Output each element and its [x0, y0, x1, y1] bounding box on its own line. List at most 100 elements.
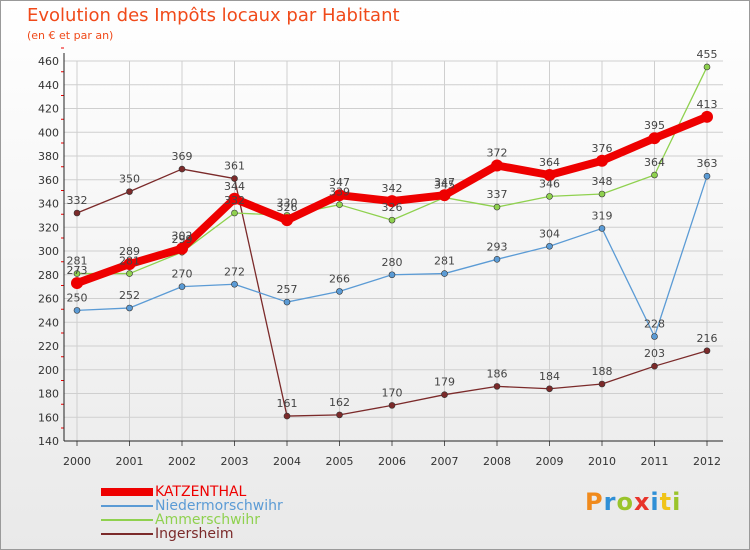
- data-point: [703, 347, 711, 355]
- data-label: 376: [592, 142, 613, 155]
- data-point: [491, 159, 503, 172]
- proxiti-logo: Proxiti: [585, 488, 681, 516]
- data-label: 350: [119, 173, 140, 186]
- data-point: [386, 195, 398, 208]
- data-point: [596, 154, 608, 167]
- data-label: 455: [697, 48, 718, 61]
- y-tick-label: 440: [38, 79, 59, 92]
- data-label: 273: [67, 264, 88, 277]
- y-tick-label: 200: [38, 364, 59, 377]
- data-label: 330: [277, 196, 298, 209]
- data-point: [648, 132, 661, 145]
- legend-swatch: [101, 519, 153, 521]
- data-point: [651, 171, 658, 179]
- data-point: [546, 385, 553, 393]
- data-label: 270: [172, 268, 193, 281]
- legend-label: KATZENTHAL: [155, 484, 247, 500]
- data-point: [546, 242, 553, 250]
- data-point: [598, 380, 606, 388]
- y-tick-label: 180: [38, 388, 59, 401]
- legend-label: Ammerschwihr: [155, 512, 261, 528]
- y-tick-label: 400: [38, 126, 59, 139]
- data-label: 299: [172, 233, 193, 246]
- data-label: 289: [119, 245, 140, 258]
- data-label: 347: [434, 176, 455, 189]
- data-label: 326: [382, 201, 403, 214]
- logo-letter: P: [585, 488, 604, 516]
- y-tick-label: 460: [38, 55, 59, 68]
- y-tick-label: 240: [38, 316, 59, 329]
- data-label: 345: [434, 179, 455, 192]
- y-tick-label: 380: [38, 150, 59, 163]
- data-point: [493, 256, 501, 263]
- data-point: [333, 189, 346, 202]
- data-label: 184: [539, 370, 560, 383]
- data-label: 228: [644, 318, 665, 331]
- data-label: 266: [329, 272, 350, 285]
- data-point: [651, 333, 658, 340]
- data-point: [123, 258, 136, 271]
- data-point: [703, 172, 711, 180]
- y-tick-label: 420: [38, 103, 59, 116]
- logo-letter: o: [616, 488, 634, 516]
- x-tick-label: 2011: [641, 455, 669, 468]
- data-point: [388, 402, 396, 409]
- data-label: 293: [487, 240, 508, 253]
- data-point: [441, 391, 448, 398]
- data-point: [703, 63, 711, 71]
- data-label: 170: [382, 386, 403, 399]
- logo-letter: x: [633, 488, 651, 516]
- data-label: 369: [172, 150, 193, 163]
- data-point: [231, 175, 238, 182]
- data-label: 342: [382, 182, 403, 195]
- data-point: [336, 411, 343, 419]
- data-label: 302: [172, 230, 193, 243]
- data-label: 326: [277, 201, 298, 214]
- data-label: 413: [697, 98, 718, 111]
- y-tick-label: 280: [38, 269, 59, 282]
- data-label: 332: [67, 194, 88, 207]
- data-point: [281, 214, 293, 227]
- data-label: 364: [644, 156, 665, 169]
- x-tick-label: 2012: [693, 455, 721, 468]
- data-point: [441, 270, 448, 277]
- legend-swatch: [101, 533, 153, 535]
- data-point: [283, 412, 291, 420]
- data-label: 280: [382, 256, 403, 269]
- data-label: 188: [592, 365, 613, 378]
- data-point: [126, 188, 133, 195]
- legend-swatch: [101, 505, 153, 507]
- y-tick-label: 340: [38, 198, 59, 211]
- chart-title: Evolution des Impôts locaux par Habitant: [27, 5, 400, 26]
- data-point: [546, 193, 553, 200]
- data-label: 281: [434, 255, 455, 268]
- y-tick-label: 160: [38, 411, 59, 424]
- data-label: 250: [67, 291, 88, 304]
- data-point: [336, 288, 343, 295]
- x-tick-label: 2000: [63, 455, 91, 468]
- y-tick-label: 220: [38, 340, 59, 353]
- data-label: 281: [67, 255, 88, 268]
- x-tick-label: 2002: [168, 455, 196, 468]
- y-tick-label: 260: [38, 293, 59, 306]
- data-point: [126, 304, 133, 312]
- logo-letter: i: [650, 488, 660, 516]
- data-point: [598, 225, 606, 232]
- data-point: [126, 270, 133, 277]
- x-tick-label: 2009: [536, 455, 564, 468]
- data-label: 339: [329, 186, 350, 199]
- data-point: [543, 169, 556, 181]
- data-point: [388, 271, 396, 279]
- data-label: 337: [487, 188, 508, 201]
- data-label: 363: [697, 157, 718, 170]
- legend-label: Ingersheim: [155, 526, 234, 542]
- logo-letter: t: [659, 488, 673, 516]
- x-tick-label: 2003: [221, 455, 249, 468]
- x-tick-label: 2010: [588, 455, 616, 468]
- data-point: [701, 110, 713, 123]
- data-point: [651, 362, 658, 370]
- data-label: 216: [697, 332, 718, 345]
- data-point: [73, 209, 81, 217]
